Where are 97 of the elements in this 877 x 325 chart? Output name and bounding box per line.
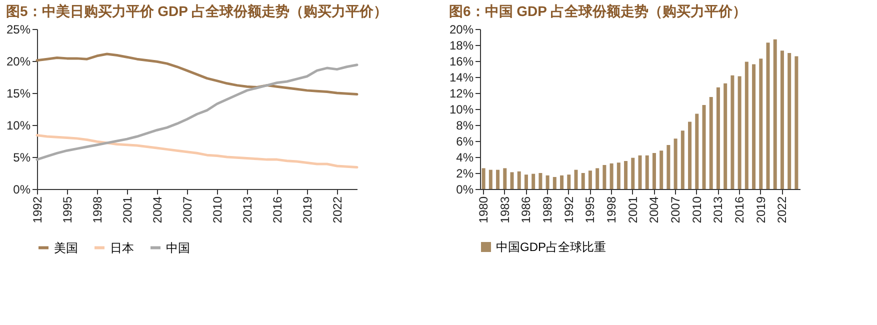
bar bbox=[773, 39, 777, 189]
chart-title: 图5：中美日购买力平价 GDP 占全球份额走势（购买力平价） bbox=[6, 3, 388, 19]
x-tick-label: 2013 bbox=[240, 196, 254, 224]
bar bbox=[538, 173, 542, 189]
bar bbox=[588, 170, 592, 189]
y-tick-label: 10% bbox=[6, 118, 31, 132]
bar bbox=[695, 114, 699, 189]
x-tick-label: 2001 bbox=[120, 196, 134, 224]
y-tick-label: 8% bbox=[456, 118, 474, 132]
y-tick-label: 14% bbox=[449, 70, 474, 84]
x-tick-label: 2004 bbox=[150, 196, 164, 224]
y-tick-label: 5% bbox=[13, 150, 31, 164]
y-tick-label: 16% bbox=[449, 54, 474, 68]
y-tick-label: 0% bbox=[456, 182, 474, 196]
bar bbox=[517, 171, 521, 189]
x-tick-label: 1992 bbox=[30, 196, 44, 224]
y-tick-label: 25% bbox=[6, 22, 31, 36]
y-tick-label: 0% bbox=[13, 182, 31, 196]
bar bbox=[631, 158, 635, 189]
legend-label: 美国 bbox=[54, 240, 78, 255]
bar bbox=[766, 42, 770, 189]
legend-label: 日本 bbox=[110, 240, 134, 255]
bar bbox=[780, 50, 784, 189]
y-tick-label: 18% bbox=[449, 38, 474, 52]
bar bbox=[788, 53, 792, 189]
bar bbox=[503, 168, 507, 189]
bar bbox=[744, 62, 748, 189]
bar bbox=[567, 174, 571, 189]
bar bbox=[596, 168, 600, 189]
bar bbox=[488, 170, 492, 189]
bar bbox=[645, 155, 649, 189]
y-tick-label: 2% bbox=[456, 166, 474, 180]
line-series bbox=[36, 64, 358, 161]
x-tick-label: 1989 bbox=[540, 196, 555, 224]
bar bbox=[610, 163, 614, 189]
x-tick-label: 1998 bbox=[90, 196, 104, 224]
bar bbox=[674, 138, 678, 189]
bar bbox=[666, 145, 670, 189]
bar bbox=[482, 168, 486, 189]
bar bbox=[532, 174, 536, 189]
y-tick-label: 20% bbox=[6, 54, 31, 68]
chart-title: 图6：中国 GDP 占全球份额走势（购买力平价） bbox=[448, 3, 747, 19]
bar bbox=[624, 161, 628, 189]
bar bbox=[560, 175, 564, 189]
x-tick-label: 1992 bbox=[562, 196, 576, 224]
y-tick-label: 4% bbox=[456, 150, 474, 164]
bar bbox=[738, 76, 742, 189]
x-tick-label: 2007 bbox=[180, 196, 194, 224]
bar bbox=[496, 170, 500, 189]
x-tick-label: 1983 bbox=[498, 196, 512, 224]
bar bbox=[552, 177, 556, 189]
x-tick-label: 2016 bbox=[270, 196, 284, 224]
x-tick-label: 2004 bbox=[647, 196, 662, 224]
bar bbox=[730, 75, 734, 189]
bar bbox=[546, 175, 550, 189]
line-series bbox=[36, 52, 358, 96]
bar bbox=[724, 83, 728, 189]
bar bbox=[794, 56, 798, 189]
bar bbox=[510, 172, 514, 189]
bar bbox=[616, 162, 620, 189]
x-tick-label: 2001 bbox=[626, 196, 640, 224]
bar bbox=[660, 150, 664, 189]
legend-label: 中国 bbox=[166, 240, 190, 255]
line-series bbox=[36, 134, 358, 168]
x-tick-label: 1986 bbox=[519, 196, 534, 224]
y-tick-label: 15% bbox=[6, 86, 31, 100]
bar bbox=[581, 173, 585, 189]
x-tick-label: 2007 bbox=[668, 196, 683, 224]
x-tick-label: 1995 bbox=[60, 196, 74, 224]
bar bbox=[638, 155, 642, 189]
x-tick-label: 2019 bbox=[300, 196, 314, 224]
x-tick-label: 2019 bbox=[754, 196, 768, 224]
x-tick-label: 1980 bbox=[476, 196, 491, 224]
y-tick-label: 10% bbox=[449, 102, 474, 116]
x-tick-label: 2022 bbox=[330, 196, 344, 224]
bar bbox=[759, 58, 763, 189]
x-tick-label: 2010 bbox=[690, 196, 704, 224]
bar bbox=[716, 87, 720, 189]
y-tick-label: 6% bbox=[456, 134, 474, 148]
x-tick-label: 2010 bbox=[210, 196, 224, 224]
y-tick-label: 20% bbox=[449, 22, 474, 36]
bar bbox=[652, 153, 656, 189]
y-tick-label: 12% bbox=[449, 86, 474, 100]
bar bbox=[602, 165, 606, 189]
x-tick-label: 2022 bbox=[775, 196, 790, 224]
legend-label: 中国GDP占全球比重 bbox=[496, 240, 606, 254]
x-tick-label: 2016 bbox=[732, 196, 747, 224]
bar bbox=[709, 97, 713, 189]
x-tick-label: 2013 bbox=[711, 196, 726, 224]
bar bbox=[688, 122, 692, 189]
x-tick-label: 1998 bbox=[604, 196, 619, 224]
bar bbox=[574, 170, 578, 189]
bar bbox=[702, 105, 706, 189]
x-tick-label: 1995 bbox=[583, 196, 598, 224]
bar bbox=[680, 130, 684, 189]
bar bbox=[752, 64, 756, 189]
bar bbox=[524, 174, 528, 189]
